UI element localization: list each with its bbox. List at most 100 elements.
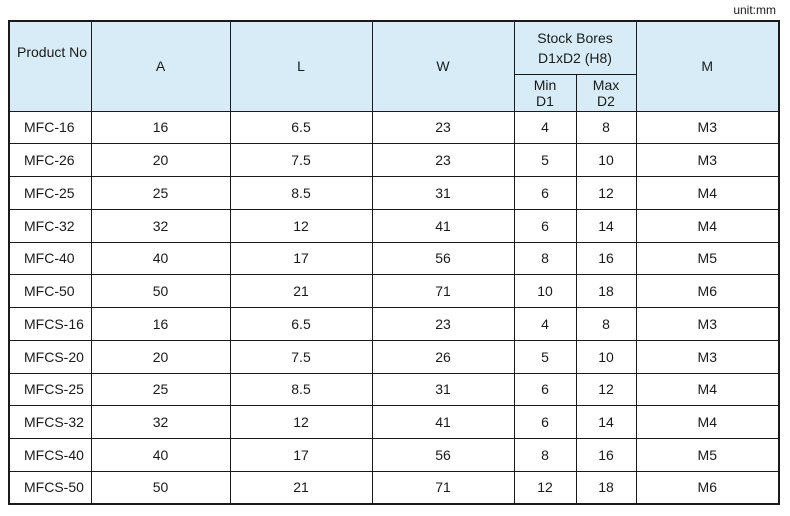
w-cell: 41 — [371, 405, 515, 439]
l-cell: 17 — [229, 241, 373, 276]
product-cell: MFC-26 — [8, 143, 92, 177]
header-m: M — [635, 20, 780, 112]
a-cell: 16 — [90, 307, 231, 341]
w-cell: 56 — [371, 241, 515, 276]
w-cell: 31 — [371, 176, 515, 210]
header-stock-bores-line2: D1xD2 (H8) — [538, 49, 612, 66]
m-cell: M5 — [635, 241, 780, 276]
l-cell: 12 — [229, 208, 373, 243]
max-d2-cell: 10 — [575, 339, 637, 374]
max-d2-cell: 14 — [575, 208, 637, 243]
w-cell: 31 — [371, 372, 515, 407]
max-d2-cell: 10 — [575, 143, 637, 177]
product-cell: MFCS-16 — [8, 307, 92, 341]
header-max-d2: Max D2 — [575, 73, 637, 112]
w-cell: 23 — [371, 143, 515, 177]
m-cell: M4 — [635, 208, 780, 243]
m-cell: M6 — [635, 470, 780, 505]
w-cell: 41 — [371, 208, 515, 243]
product-cell: MFC-32 — [8, 208, 92, 243]
l-cell: 7.5 — [229, 339, 373, 374]
max-d2-cell: 18 — [575, 274, 637, 308]
header-l: L — [229, 20, 373, 112]
table-header: Product No A L W Stock Bores D1xD2 (H8) … — [8, 20, 780, 112]
table-row: MFCS-20 20 7.5 26 5 10 M3 — [8, 339, 780, 374]
table-row: MFCS-50 50 21 71 12 18 M6 — [8, 470, 780, 505]
max-d2-cell: 16 — [575, 241, 637, 276]
table-row: MFCS-25 25 8.5 31 6 12 M4 — [8, 372, 780, 407]
product-cell: MFC-50 — [8, 274, 92, 308]
max-d2-cell: 14 — [575, 405, 637, 439]
w-cell: 26 — [371, 339, 515, 374]
l-cell: 8.5 — [229, 372, 373, 407]
m-cell: M6 — [635, 274, 780, 308]
w-cell: 71 — [371, 274, 515, 308]
product-cell: MFCS-25 — [8, 372, 92, 407]
min-d1-cell: 6 — [513, 372, 577, 407]
a-cell: 25 — [90, 372, 231, 407]
table-row: MFCS-16 16 6.5 23 4 8 M3 — [8, 307, 780, 341]
m-cell: M5 — [635, 438, 780, 472]
product-cell: MFCS-32 — [8, 405, 92, 439]
header-w: W — [371, 20, 515, 112]
m-cell: M3 — [635, 307, 780, 341]
a-cell: 40 — [90, 438, 231, 472]
max-d2-cell: 16 — [575, 438, 637, 472]
product-cell: MFC-16 — [8, 110, 92, 145]
table-row: MFC-40 40 17 56 8 16 M5 — [8, 241, 780, 276]
w-cell: 56 — [371, 438, 515, 472]
m-cell: M3 — [635, 339, 780, 374]
m-cell: M4 — [635, 372, 780, 407]
w-cell: 23 — [371, 110, 515, 145]
m-cell: M4 — [635, 176, 780, 210]
product-cell: MFC-40 — [8, 241, 92, 276]
a-cell: 50 — [90, 470, 231, 505]
max-d2-cell: 12 — [575, 372, 637, 407]
a-cell: 20 — [90, 143, 231, 177]
a-cell: 32 — [90, 405, 231, 439]
spec-table: Product No A L W Stock Bores D1xD2 (H8) … — [8, 20, 781, 505]
w-cell: 71 — [371, 470, 515, 505]
m-cell: M3 — [635, 110, 780, 145]
header-min-d1: Min D1 — [513, 73, 577, 112]
header-min-line2: D1 — [536, 92, 554, 109]
table-row: MFC-50 50 21 71 10 18 M6 — [8, 274, 780, 308]
product-cell: MFCS-50 — [8, 470, 92, 505]
table-row: MFC-16 16 6.5 23 4 8 M3 — [8, 110, 780, 145]
a-cell: 20 — [90, 339, 231, 374]
table-row: MFCS-32 32 12 41 6 14 M4 — [8, 405, 780, 439]
w-cell: 23 — [371, 307, 515, 341]
min-d1-cell: 5 — [513, 339, 577, 374]
product-cell: MFCS-20 — [8, 339, 92, 374]
l-cell: 6.5 — [229, 110, 373, 145]
table-row: MFC-32 32 12 41 6 14 M4 — [8, 208, 780, 243]
product-cell: MFCS-40 — [8, 438, 92, 472]
l-cell: 7.5 — [229, 143, 373, 177]
l-cell: 6.5 — [229, 307, 373, 341]
min-d1-cell: 6 — [513, 208, 577, 243]
table-row: MFC-25 25 8.5 31 6 12 M4 — [8, 176, 780, 210]
l-cell: 8.5 — [229, 176, 373, 210]
min-d1-cell: 12 — [513, 470, 577, 505]
l-cell: 17 — [229, 438, 373, 472]
a-cell: 50 — [90, 274, 231, 308]
header-stock-bores-line1: Stock Bores — [537, 29, 613, 46]
max-d2-cell: 18 — [575, 470, 637, 505]
min-d1-cell: 8 — [513, 241, 577, 276]
product-cell: MFC-25 — [8, 176, 92, 210]
min-d1-cell: 5 — [513, 143, 577, 177]
a-cell: 40 — [90, 241, 231, 276]
min-d1-cell: 6 — [513, 176, 577, 210]
header-product-no: Product No — [8, 20, 92, 112]
l-cell: 12 — [229, 405, 373, 439]
min-d1-cell: 10 — [513, 274, 577, 308]
max-d2-cell: 8 — [575, 307, 637, 341]
min-d1-cell: 6 — [513, 405, 577, 439]
max-d2-cell: 12 — [575, 176, 637, 210]
header-max-line2: D2 — [597, 92, 615, 109]
max-d2-cell: 8 — [575, 110, 637, 145]
table-row: MFC-26 20 7.5 23 5 10 M3 — [8, 143, 780, 177]
min-d1-cell: 4 — [513, 110, 577, 145]
header-min-line1: Min — [533, 76, 557, 93]
a-cell: 25 — [90, 176, 231, 210]
